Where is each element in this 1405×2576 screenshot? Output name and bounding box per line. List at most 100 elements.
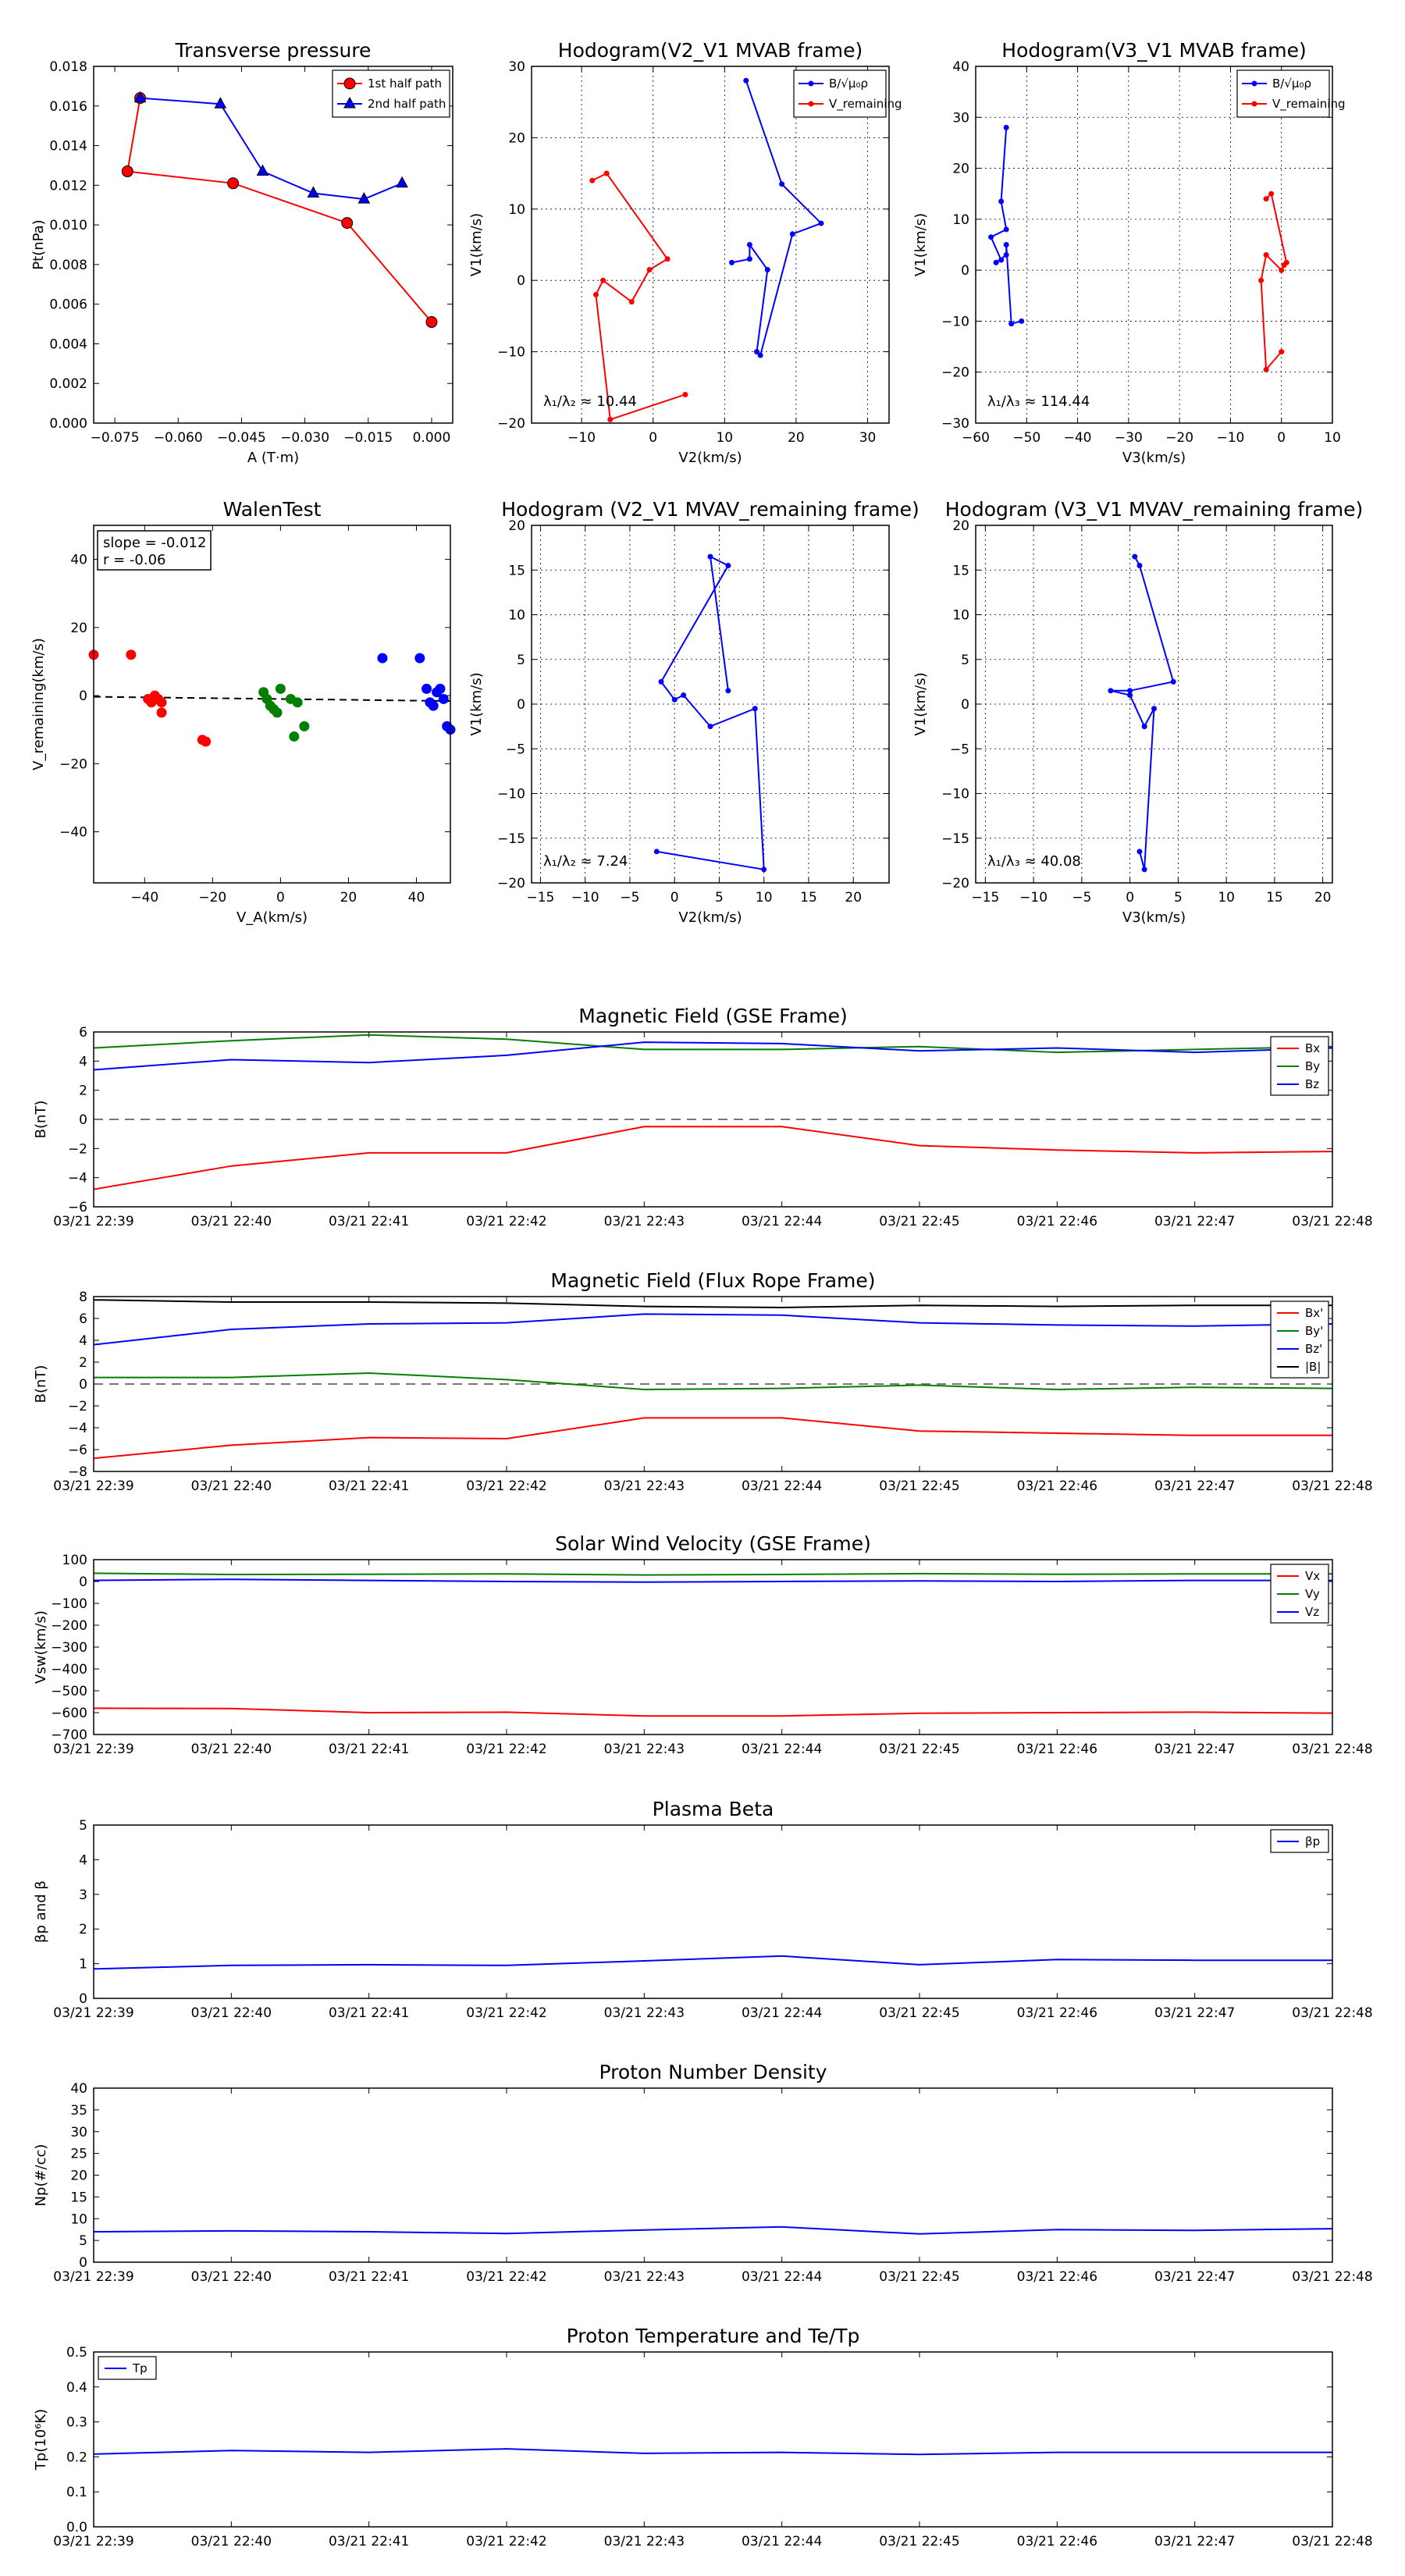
data-point bbox=[998, 198, 1005, 205]
chart-title: WalenTest bbox=[223, 498, 322, 521]
y-tick-label: −20 bbox=[941, 365, 969, 381]
time-tick-label: 03/21 22:48 bbox=[1292, 2269, 1372, 2285]
y-tick-label: −8 bbox=[68, 1464, 87, 1480]
y-tick-label: 6 bbox=[79, 1311, 87, 1327]
plot-area bbox=[94, 66, 453, 423]
data-point bbox=[1151, 706, 1157, 712]
data-point bbox=[1170, 678, 1176, 685]
series-line bbox=[140, 97, 403, 201]
time-tick-label: 03/21 22:48 bbox=[1292, 2005, 1372, 2021]
y-axis-label: B(nT) bbox=[33, 1101, 49, 1139]
time-tick-label: 03/21 22:43 bbox=[604, 2534, 685, 2549]
time-tick-label: 03/21 22:39 bbox=[53, 2534, 133, 2549]
x-tick-label: −0.075 bbox=[91, 430, 140, 446]
series-line-tp bbox=[93, 2448, 1332, 2456]
data-point bbox=[1263, 252, 1269, 258]
series-line-bz bbox=[93, 1041, 1333, 1071]
data-point bbox=[1008, 321, 1015, 327]
data-point bbox=[682, 391, 688, 397]
time-tick-label: 03/21 22:40 bbox=[191, 1214, 272, 1229]
series-1sthalfpath bbox=[121, 92, 438, 329]
data-point bbox=[414, 653, 425, 664]
y-tick-label: 40 bbox=[70, 553, 87, 568]
x-axis-label: V2(km/s) bbox=[678, 909, 742, 926]
legend-label: Vy bbox=[1305, 1587, 1320, 1601]
legend-label: Tp bbox=[132, 2361, 148, 2375]
y-tick-label: 10 bbox=[952, 608, 969, 624]
data-point bbox=[343, 96, 356, 109]
series-line-p bbox=[93, 1955, 1332, 1970]
x-tick-label: 10 bbox=[716, 430, 733, 446]
time-tick-label: 03/21 22:44 bbox=[742, 1214, 822, 1229]
data-point bbox=[600, 277, 606, 283]
y-tick-label: −20 bbox=[59, 756, 87, 772]
legend: Tp bbox=[98, 2356, 157, 2380]
x-tick-label: 20 bbox=[845, 890, 862, 906]
legend: B/√μ₀ρ V_remaining bbox=[1236, 69, 1346, 118]
plot-frame bbox=[93, 2351, 1333, 2528]
data-point bbox=[1127, 688, 1133, 694]
y-tick-label: −10 bbox=[941, 787, 969, 802]
y-tick-label: 8 bbox=[79, 1290, 87, 1305]
chart-hodo_v3v1_mvab: −30 −20 −10 0 10 20 30 40 −60 −50 −40 −30 −20 −10 0 10 H… bbox=[912, 39, 1346, 466]
y-tick-label: 25 bbox=[70, 2147, 87, 2162]
legend-label: βp bbox=[1305, 1834, 1320, 1848]
chart-title: Hodogram(V3_V1 MVAB frame) bbox=[1001, 39, 1306, 62]
y-axis-label: B(nT) bbox=[33, 1365, 49, 1404]
legend-label: Bx' bbox=[1305, 1306, 1323, 1320]
data-point bbox=[589, 177, 596, 183]
time-tick-label: 03/21 22:41 bbox=[329, 2005, 409, 2021]
y-tick-label: −700 bbox=[51, 1727, 87, 1743]
y-axis-label: V_remaining(km/s) bbox=[30, 638, 47, 770]
plot-frame bbox=[531, 525, 890, 884]
data-point bbox=[1019, 318, 1025, 324]
y-tick-label: 0.000 bbox=[49, 416, 87, 432]
plot-frame bbox=[93, 1559, 1333, 1735]
time-tick-label: 03/21 22:48 bbox=[1292, 1742, 1372, 1757]
plot-frame bbox=[93, 2087, 1333, 2263]
y-tick-label: 35 bbox=[70, 2103, 87, 2119]
legend-label: 2nd half path bbox=[368, 97, 446, 111]
y-tick-label: −300 bbox=[51, 1640, 87, 1656]
time-tick-label: 03/21 22:46 bbox=[1017, 2534, 1097, 2549]
y-axis-label: Np(#/cc) bbox=[33, 2144, 49, 2207]
plot-frame bbox=[93, 1296, 1333, 1472]
time-tick-label: 03/21 22:46 bbox=[1017, 1214, 1097, 1229]
data-point bbox=[272, 707, 283, 718]
y-tick-label: −30 bbox=[941, 416, 969, 432]
time-tick-label: 03/21 22:46 bbox=[1017, 1478, 1097, 1494]
time-tick-label: 03/21 22:47 bbox=[1154, 1742, 1235, 1757]
y-tick-label: −4 bbox=[68, 1421, 87, 1436]
plot-area bbox=[94, 2352, 1332, 2527]
legend: Vx Vy Vz bbox=[1270, 1564, 1329, 1624]
y-tick-label: 20 bbox=[952, 162, 969, 177]
time-tick-label: 03/21 22:41 bbox=[329, 1478, 409, 1494]
data-point bbox=[289, 731, 300, 742]
series-line bbox=[1110, 556, 1175, 870]
data-point bbox=[1279, 349, 1285, 355]
time-tick-label: 03/21 22:42 bbox=[466, 1478, 546, 1494]
legend: 1st half path 2nd half path bbox=[332, 69, 450, 118]
y-tick-label: 0.0 bbox=[66, 2520, 87, 2535]
data-point bbox=[1003, 252, 1009, 258]
data-point bbox=[1283, 259, 1289, 265]
y-tick-label: 0.2 bbox=[66, 2450, 87, 2465]
data-point bbox=[607, 416, 614, 422]
y-tick-label: 0 bbox=[79, 1991, 87, 2007]
time-tick-label: 03/21 22:45 bbox=[879, 2005, 959, 2021]
legend-label: V_remaining bbox=[829, 97, 902, 112]
x-tick-label: 0 bbox=[1277, 430, 1286, 446]
x-axis-label: V3(km/s) bbox=[1122, 909, 1186, 926]
time-tick-label: 03/21 22:42 bbox=[466, 1742, 546, 1757]
x-tick-label: 15 bbox=[800, 890, 817, 906]
legend-label: 1st half path bbox=[368, 76, 442, 91]
y-tick-label: 0.018 bbox=[49, 59, 87, 75]
y-tick-label: 0.5 bbox=[66, 2345, 87, 2361]
x-tick-label: −10 bbox=[1019, 890, 1048, 906]
series-b bbox=[728, 77, 824, 358]
series-line-bx bbox=[93, 1126, 1333, 1190]
annotation-line: r = -0.06 bbox=[103, 552, 166, 568]
plot-area bbox=[976, 66, 1332, 423]
